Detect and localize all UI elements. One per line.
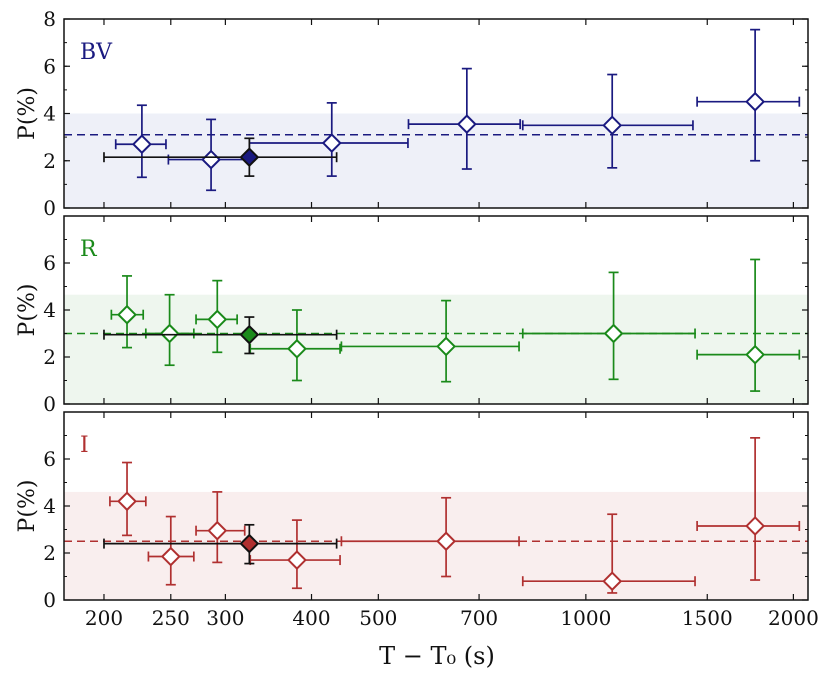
band-label-r: R bbox=[80, 237, 98, 262]
diamond-marker bbox=[321, 133, 342, 153]
data-point-4 bbox=[407, 67, 522, 170]
diamond-marker bbox=[117, 491, 137, 512]
diamond-marker bbox=[745, 91, 766, 112]
diamond-marker bbox=[117, 304, 137, 325]
data-point-4 bbox=[249, 519, 341, 590]
y-axis-label: P(%) bbox=[15, 87, 40, 140]
panel-i: 0 2 4 6P(%) I bbox=[15, 411, 809, 612]
x-tick-label: 2000 bbox=[768, 606, 819, 630]
data-point-2 bbox=[147, 515, 195, 586]
y-tick-label: 4 bbox=[43, 298, 56, 322]
diamond-marker bbox=[602, 571, 623, 592]
y-tick-label: 8 bbox=[43, 7, 56, 31]
x-tick-label: 1500 bbox=[682, 606, 733, 630]
y-axis-label: P(%) bbox=[15, 284, 40, 337]
data-points bbox=[103, 437, 801, 594]
y-tick-label: 0 bbox=[43, 392, 56, 416]
filled-diamond-marker bbox=[239, 533, 260, 554]
diamond-marker bbox=[287, 550, 307, 570]
data-point-4 bbox=[249, 309, 341, 382]
y-tick-label: 4 bbox=[43, 102, 56, 126]
combined-point bbox=[103, 137, 338, 177]
y-tick-label: 0 bbox=[43, 588, 56, 612]
band-label-bv: BV bbox=[80, 40, 113, 65]
data-point-3 bbox=[195, 279, 238, 354]
data-points bbox=[103, 28, 801, 192]
diamond-marker bbox=[207, 520, 228, 541]
diamond-marker bbox=[745, 516, 766, 536]
data-point-7 bbox=[696, 437, 801, 581]
y-tick-label: 2 bbox=[43, 149, 56, 173]
data-point-6 bbox=[696, 28, 801, 162]
diamond-marker bbox=[436, 336, 457, 357]
panel-r: 0 2 4 6P(%) R bbox=[15, 215, 809, 416]
y-tick-label: 6 bbox=[43, 54, 56, 78]
band-bv bbox=[64, 113, 808, 208]
diamond-marker bbox=[456, 114, 477, 135]
y-tick-label: 2 bbox=[43, 541, 56, 565]
band-i bbox=[64, 491, 808, 600]
x-tick-label: 250 bbox=[152, 606, 190, 630]
filled-diamond-marker bbox=[239, 324, 260, 345]
combined-point bbox=[103, 316, 338, 355]
diamond-marker bbox=[160, 546, 181, 567]
x-tick-label: 500 bbox=[359, 606, 397, 630]
y-axis-label: P(%) bbox=[15, 480, 40, 533]
diamond-marker bbox=[436, 531, 457, 552]
data-point-1 bbox=[114, 104, 167, 179]
x-tick-label: 1000 bbox=[560, 606, 611, 630]
diamond-marker bbox=[745, 344, 766, 365]
data-point-2 bbox=[167, 118, 252, 192]
y-tick-label: 0 bbox=[43, 196, 56, 220]
band-label-i: I bbox=[80, 433, 89, 458]
y-tick-label: 6 bbox=[43, 251, 56, 275]
data-point-7 bbox=[696, 258, 801, 392]
diamond-marker bbox=[603, 323, 624, 344]
x-tick-label: 300 bbox=[206, 606, 244, 630]
y-tick-label: 4 bbox=[43, 494, 56, 518]
diamond-marker bbox=[207, 309, 228, 330]
data-point-3 bbox=[248, 102, 409, 177]
data-point-5 bbox=[521, 73, 694, 169]
diamond-marker bbox=[287, 338, 307, 359]
data-point-3 bbox=[195, 491, 246, 564]
data-point-5 bbox=[340, 496, 520, 578]
y-tick-label: 6 bbox=[43, 447, 56, 471]
data-point-1 bbox=[109, 461, 147, 537]
diamond-marker bbox=[602, 115, 623, 136]
diamond-marker bbox=[159, 323, 180, 344]
x-tick-label: 400 bbox=[292, 606, 330, 630]
data-point-6 bbox=[521, 271, 696, 381]
data-point-1 bbox=[110, 275, 145, 349]
filled-diamond-marker bbox=[239, 147, 260, 168]
data-points bbox=[103, 258, 801, 392]
data-point-5 bbox=[340, 299, 520, 383]
x-tick-label: 700 bbox=[460, 606, 498, 630]
x-tick-label: 200 bbox=[85, 606, 123, 630]
data-point-2 bbox=[144, 293, 195, 367]
y-tick-label: 2 bbox=[43, 345, 56, 369]
panel-bv: 0 2 4 6 8 P(%) BV bbox=[15, 7, 809, 220]
combined-point bbox=[103, 523, 338, 565]
x-axis-label: T − T₀ (s) bbox=[379, 642, 495, 670]
data-point-6 bbox=[521, 513, 696, 594]
diamond-marker bbox=[131, 134, 152, 155]
band-r bbox=[64, 294, 808, 404]
